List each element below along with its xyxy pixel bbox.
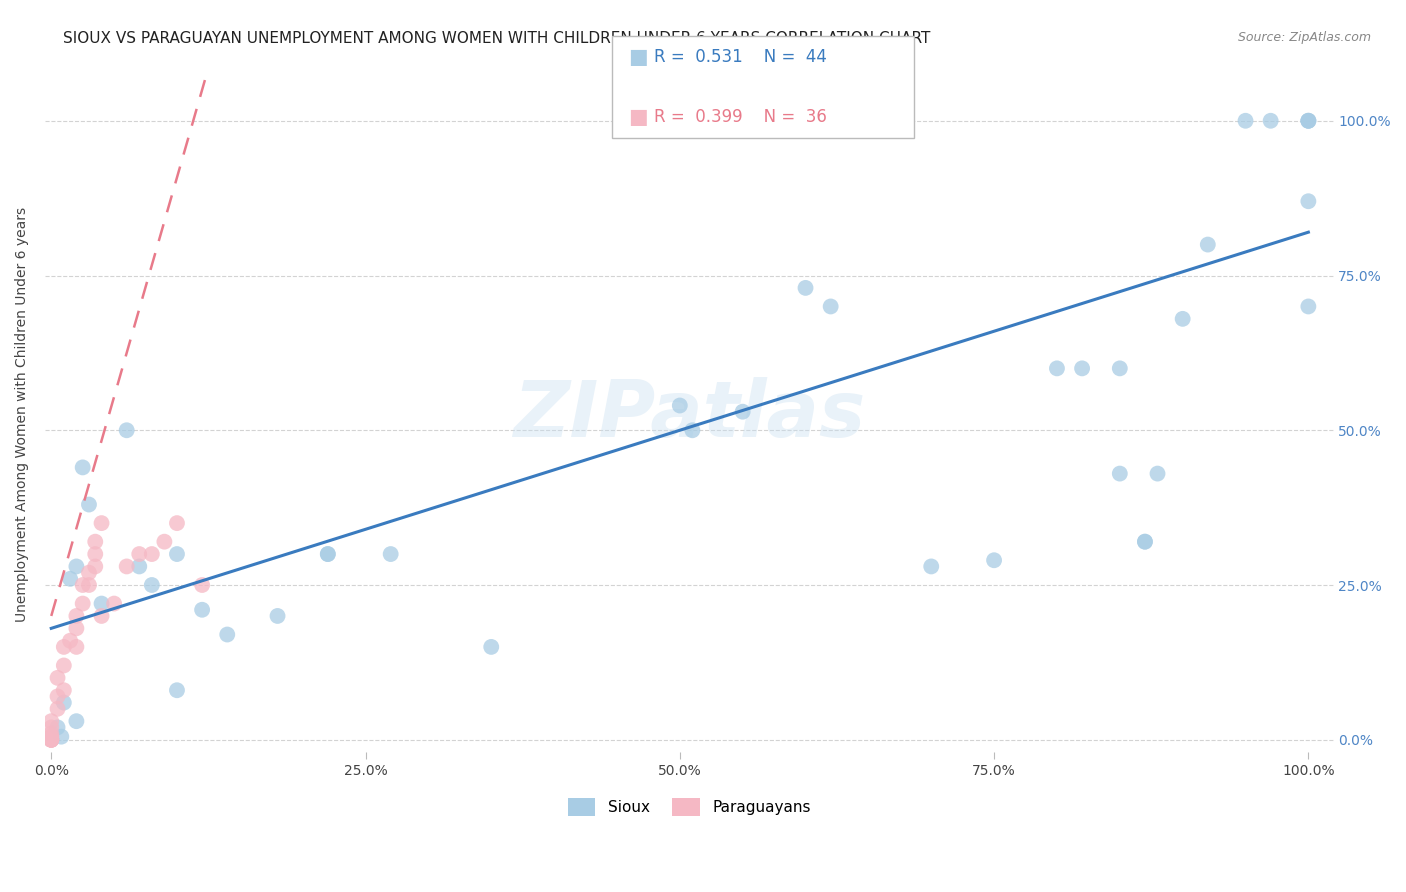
Point [983,553,1005,567]
Text: R =  0.399    N =  36: R = 0.399 N = 36 [654,108,827,126]
Point [90,516,112,530]
Point [51,730,73,744]
Point [1133,534,1156,549]
Point [84,559,107,574]
Point [1234,113,1257,128]
Point [1298,300,1320,314]
Point [1146,467,1168,481]
Point [1171,311,1194,326]
Legend: Sioux, Paraguayans: Sioux, Paraguayans [562,792,817,822]
Point [39,732,62,747]
Point [52,696,75,710]
Point [794,281,817,295]
Point [380,547,402,561]
Point [1298,194,1320,209]
Point [266,609,288,624]
Point [65,559,87,574]
Point [39,732,62,747]
Point [72,578,94,592]
Point [59,633,82,648]
Point [191,603,214,617]
Point [65,714,87,729]
Point [39,726,62,740]
Point [90,609,112,624]
Point [920,559,942,574]
Point [65,621,87,635]
Point [72,597,94,611]
Point [681,423,703,437]
Point [103,597,125,611]
Point [1108,467,1130,481]
Text: ■: ■ [628,107,648,127]
Point [77,578,100,592]
Point [141,547,163,561]
Point [731,405,754,419]
Point [128,559,150,574]
Y-axis label: Unemployment Among Women with Children Under 6 years: Unemployment Among Women with Children U… [15,207,30,623]
Point [84,534,107,549]
Point [166,547,188,561]
Point [46,702,69,716]
Point [128,547,150,561]
Point [46,671,69,685]
Point [52,640,75,654]
Point [166,683,188,698]
Point [1298,113,1320,128]
Point [84,547,107,561]
Point [1071,361,1094,376]
Point [72,460,94,475]
Point [90,597,112,611]
Point [217,627,239,641]
Text: Source: ZipAtlas.com: Source: ZipAtlas.com [1237,31,1371,45]
Point [1108,361,1130,376]
Point [115,559,138,574]
Point [1298,113,1320,128]
Point [39,730,62,744]
Point [77,498,100,512]
Point [59,572,82,586]
Point [1046,361,1069,376]
Text: ■: ■ [628,47,648,67]
Point [52,683,75,698]
Point [1133,534,1156,549]
Text: SIOUX VS PARAGUAYAN UNEMPLOYMENT AMONG WOMEN WITH CHILDREN UNDER 6 YEARS CORRELA: SIOUX VS PARAGUAYAN UNEMPLOYMENT AMONG W… [63,31,931,46]
Point [39,732,62,747]
Point [1260,113,1282,128]
Point [1298,113,1320,128]
Point [166,516,188,530]
Text: ZIPatlas: ZIPatlas [513,376,865,453]
Text: R =  0.531    N =  44: R = 0.531 N = 44 [654,48,827,66]
Point [46,720,69,734]
Point [191,578,214,592]
Point [39,732,62,747]
Point [46,690,69,704]
Point [65,640,87,654]
Point [669,399,692,413]
Point [52,658,75,673]
Point [65,609,87,624]
Point [39,720,62,734]
Point [316,547,339,561]
Point [39,714,62,729]
Point [39,730,62,744]
Point [153,534,176,549]
Point [115,423,138,437]
Point [39,732,62,747]
Point [77,566,100,580]
Point [1197,237,1219,252]
Point [820,300,842,314]
Point [141,578,163,592]
Point [316,547,339,561]
Point [479,640,502,654]
